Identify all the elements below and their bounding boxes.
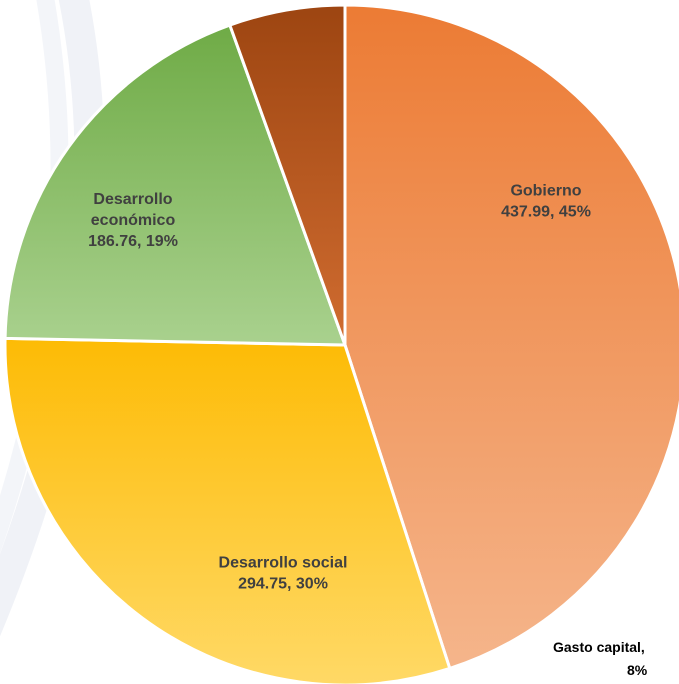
outside-slice-label: Gasto capital, 8% bbox=[553, 639, 648, 678]
slice-label: Gobierno 437.99, 45% bbox=[501, 183, 591, 221]
slice-label: Desarrollo social 294.75, 30% bbox=[219, 555, 348, 593]
pie-slice-desarrollo-social bbox=[3, 336, 452, 684]
pie-slice-gobierno bbox=[343, 3, 679, 670]
pie-slice-gasto-capital bbox=[228, 3, 347, 347]
slice-label: Desarrollo económico 186.76, 19% bbox=[88, 191, 178, 250]
pie-slice-desarrollo-economico bbox=[3, 23, 347, 347]
